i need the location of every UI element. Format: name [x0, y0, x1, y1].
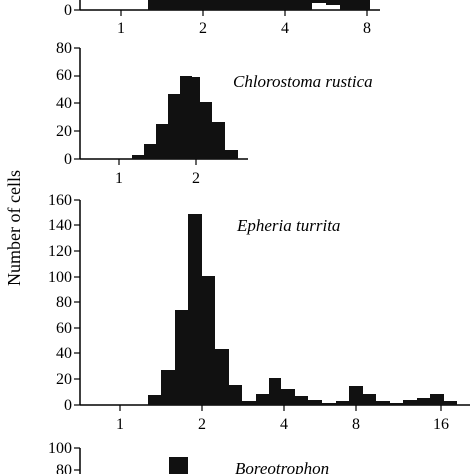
panel-3-bar: [281, 389, 295, 405]
panel-3-bar: [349, 386, 363, 405]
panel-1-bar: [340, 0, 370, 10]
panel-3-ytick: 40: [56, 345, 72, 362]
panel-3-ytick: 80: [56, 294, 72, 311]
panel-2-bar: [132, 155, 144, 159]
panel-2-xtick: 1: [115, 170, 123, 187]
panel-2-bar: [212, 122, 225, 159]
panel-3-ytick: 0: [64, 397, 72, 414]
panel-3-bar: [417, 398, 430, 405]
panel-3-xtick: 1: [116, 416, 124, 433]
panel-2: 0 20 40 60 80 1 2 Chlorostoma rustica: [56, 40, 373, 187]
panel-3-xtick: 2: [198, 416, 206, 433]
panel-2-ytick: 80: [56, 40, 72, 57]
panel-3-bar: [188, 214, 202, 405]
panel-2-bar: [200, 102, 212, 159]
panel-4-bar: [169, 457, 188, 474]
panel-3-xtick: 16: [433, 416, 449, 433]
panel-3-bar: [363, 394, 376, 405]
panel-3-bar: [430, 394, 444, 405]
panel-3-ytick: 160: [48, 192, 72, 209]
panel-2-ytick: 60: [56, 67, 72, 84]
panel-1-bars: [148, 0, 370, 10]
panel-2-bars: [132, 76, 238, 159]
panel-3-bar: [403, 400, 417, 405]
panel-2-ytick: 20: [56, 123, 72, 140]
y-axis-label: Number of cells: [4, 170, 24, 286]
panel-2-xtick: 2: [192, 170, 200, 187]
panel-4-ytick: 80: [56, 462, 72, 474]
panel-2-bar: [168, 94, 180, 159]
panel-4-species-label: Boreotrophon: [235, 459, 329, 474]
panel-3-ytick: 100: [48, 269, 72, 286]
panel-3-bar: [269, 378, 281, 405]
panel-3-bar: [175, 310, 188, 405]
panel-3-bar: [215, 349, 229, 405]
panel-3-bar: [322, 403, 336, 405]
panel-3-bar: [229, 385, 242, 405]
panel-2-bar: [225, 150, 238, 159]
panel-3-ytick: 60: [56, 320, 72, 337]
panel-3-bar: [390, 403, 403, 405]
panel-2-species-label: Chlorostoma rustica: [233, 72, 373, 91]
panel-3-bar: [242, 401, 256, 405]
panel-3-bars: [148, 214, 457, 405]
panel-3: 0 20 40 60 80 100 120 140 160 1 2 4 8 16…: [48, 192, 470, 433]
panel-1-bar: [148, 0, 312, 10]
panel-1-xtick: 2: [199, 20, 207, 37]
panel-3-bar: [336, 401, 349, 405]
panel-3-bar: [256, 394, 269, 405]
panel-2-bar: [180, 76, 192, 159]
panel-3-bar: [161, 370, 175, 405]
panel-2-bar: [144, 144, 156, 159]
panel-3-bar: [308, 400, 322, 405]
panel-4-ytick: 100: [48, 440, 72, 457]
panel-1-bar: [326, 0, 340, 5]
panel-3-xtick: 8: [352, 416, 360, 433]
panel-3-xtick: 4: [280, 416, 288, 433]
panel-4: 100 80 Boreotrophon: [48, 440, 329, 474]
panel-2-ytick: 40: [56, 95, 72, 112]
panel-3-bar: [148, 395, 161, 405]
panel-1-ytick: 0: [64, 2, 72, 19]
panel-1-xtick: 1: [117, 20, 125, 37]
panel-1: 0 1 2 4 8: [64, 0, 380, 37]
panel-3-bar: [444, 401, 457, 405]
panel-3-ytick: 140: [48, 217, 72, 234]
panel-2-bar: [156, 124, 168, 159]
panel-2-bar: [192, 77, 200, 159]
panel-1-xtick: 4: [281, 20, 289, 37]
panel-1-xtick: 8: [363, 20, 371, 37]
panel-3-ytick: 120: [48, 243, 72, 260]
panel-3-ytick: 20: [56, 371, 72, 388]
panel-2-ytick: 0: [64, 151, 72, 168]
panel-3-bar: [202, 276, 215, 405]
panel-1-bar: [312, 0, 326, 3]
panel-3-species-label: Epheria turrita: [236, 216, 340, 235]
panel-3-bar: [376, 401, 390, 405]
panel-3-bar: [295, 396, 308, 405]
